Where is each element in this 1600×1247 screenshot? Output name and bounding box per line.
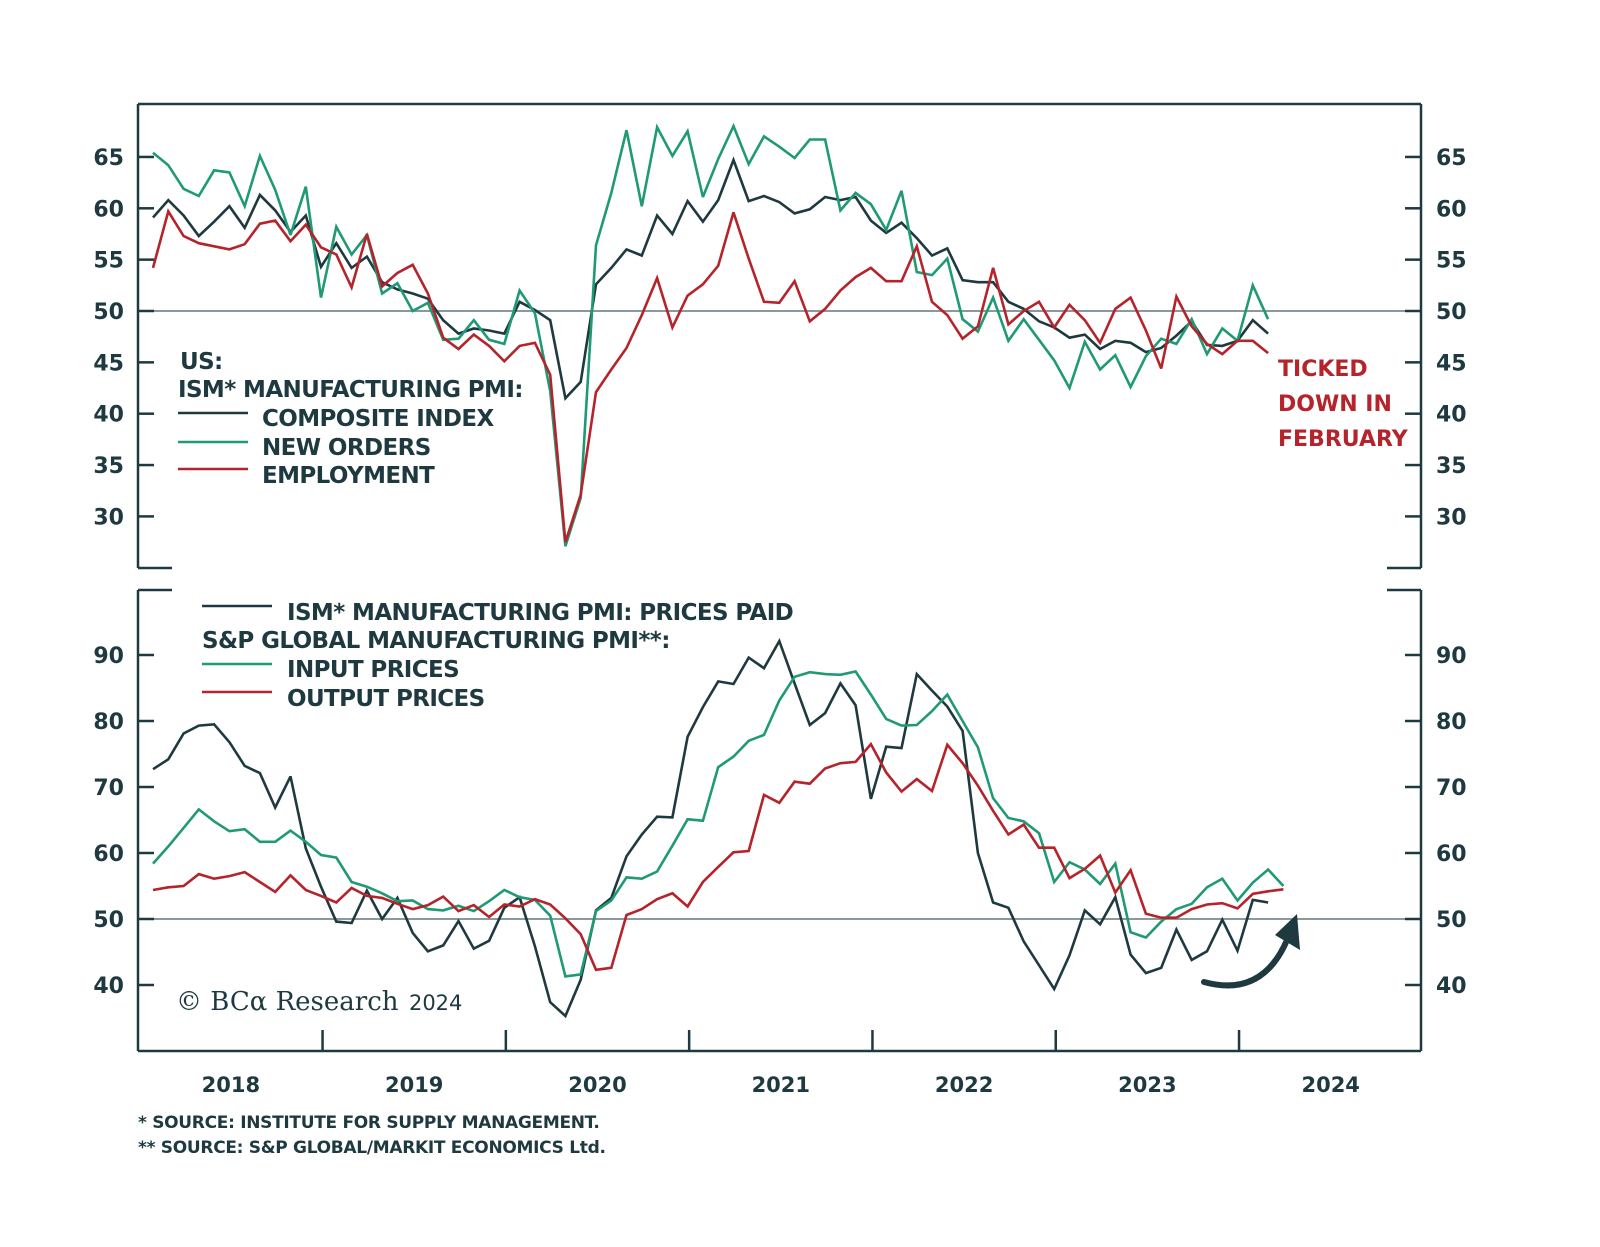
top-left-tick-label: 60 [93, 197, 124, 222]
top-right-tick-label: 60 [1436, 197, 1467, 222]
bottom-series-output-prices [152, 741, 1284, 972]
top-series-group [151, 122, 1270, 547]
bottom-axis-frame [136, 588, 1423, 1053]
top-right-tick-label: 55 [1436, 249, 1467, 274]
top-right-tick-label: 50 [1436, 300, 1467, 325]
top-right-tick-label: 65 [1436, 146, 1467, 171]
bottom-right-tick-label: 40 [1436, 974, 1467, 999]
x-tick-label-2020: 2020 [568, 1073, 626, 1097]
x-tick-label-2021: 2021 [752, 1073, 810, 1097]
top-y-ticks: 30 30 35 35 40 40 45 45 50 50 55 55 60 60 65 65 [93, 146, 1466, 530]
bottom-right-tick-label: 70 [1436, 776, 1467, 801]
bottom-legend-header: S&P GLOBAL MANUFACTURING PMI**: [202, 628, 670, 654]
curved-arrow-up-icon [1201, 914, 1300, 989]
top-legend-title-line-2: ISM* MANUFACTURING PMI: [178, 377, 523, 403]
top-right-tick-label: 40 [1436, 403, 1467, 428]
bottom-left-tick-label: 70 [93, 776, 124, 801]
bottom-series-input-prices [152, 670, 1285, 978]
bottom-left-tick-label: 80 [93, 710, 124, 735]
x-axis-year-labels: 2018 2019 2020 2021 2022 2023 2024 [202, 1073, 1360, 1097]
source-note-ism: * SOURCE: INSTITUTE FOR SUPPLY MANAGEMEN… [138, 1113, 600, 1133]
bottom-left-tick-label: 60 [93, 842, 124, 867]
legend-label-new-orders: NEW ORDERS [262, 435, 431, 461]
top-series-composite-index [152, 156, 1269, 402]
x-tick-label-2018: 2018 [202, 1073, 260, 1097]
top-right-tick-label: 30 [1436, 505, 1467, 530]
top-series-employment [151, 208, 1269, 543]
top-right-tick-label: 45 [1436, 351, 1467, 376]
bottom-series-ism-manufacturing-pmi-prices-paid [152, 637, 1269, 1019]
legend-label-composite-index: COMPOSITE INDEX [262, 406, 494, 432]
top-left-tick-label: 65 [93, 146, 124, 171]
top-left-tick-label: 40 [93, 403, 124, 428]
top-axis-frame [136, 102, 1423, 570]
source-note-sp-global: ** SOURCE: S&P GLOBAL/MARKIT ECONOMICS L… [138, 1138, 606, 1158]
bottom-panel: 40 40 50 50 60 60 70 70 80 80 90 90 ISM* MANUFACTUR… [93, 588, 1467, 1053]
top-left-tick-label: 50 [93, 300, 124, 325]
bottom-right-tick-label: 80 [1436, 710, 1467, 735]
x-tick-label-2022: 2022 [935, 1073, 993, 1097]
bottom-right-tick-label: 90 [1436, 644, 1467, 669]
annotation-line-1: TICKED [1278, 357, 1368, 382]
top-left-tick-label: 35 [93, 454, 124, 479]
annotation-line-2: DOWN IN [1278, 392, 1392, 417]
top-left-tick-label: 55 [93, 249, 124, 274]
bottom-left-tick-label: 40 [93, 974, 124, 999]
x-tick-label-2024: 2024 [1301, 1073, 1359, 1097]
top-right-tick-label: 35 [1436, 454, 1467, 479]
bottom-left-tick-label: 90 [93, 644, 124, 669]
top-series-new-orders [152, 122, 1270, 547]
top-left-tick-label: 30 [93, 505, 124, 530]
copyright-brand: © BCα Research [176, 987, 399, 1017]
bottom-y-ticks: 40 40 50 50 60 60 70 70 80 80 90 90 [93, 644, 1466, 999]
x-tick-label-2019: 2019 [385, 1073, 443, 1097]
top-legend-title-line-1: US: [180, 349, 223, 375]
bottom-series-group [152, 637, 1285, 1019]
x-tick-label-2023: 2023 [1118, 1073, 1176, 1097]
legend-label-prices-paid: ISM* MANUFACTURING PMI: PRICES PAID [287, 600, 793, 626]
bottom-right-tick-label: 60 [1436, 842, 1467, 867]
annotation-line-3: FEBRUARY [1278, 427, 1409, 452]
legend-label-input-prices: INPUT PRICES [287, 657, 459, 683]
copyright-year: 2024 [409, 991, 462, 1015]
legend-label-employment: EMPLOYMENT [262, 463, 435, 489]
top-left-tick-label: 45 [93, 351, 124, 376]
copyright: © BCα Research 2024 [176, 987, 462, 1017]
bottom-left-tick-label: 50 [93, 908, 124, 933]
top-panel: 30 30 35 35 40 40 45 45 50 50 55 55 60 60 65 65 US: ISM… [93, 102, 1467, 570]
legend-label-output-prices: OUTPUT PRICES [287, 686, 485, 712]
x-axis-ticks [321, 1030, 1241, 1051]
bottom-right-tick-label: 50 [1436, 908, 1467, 933]
